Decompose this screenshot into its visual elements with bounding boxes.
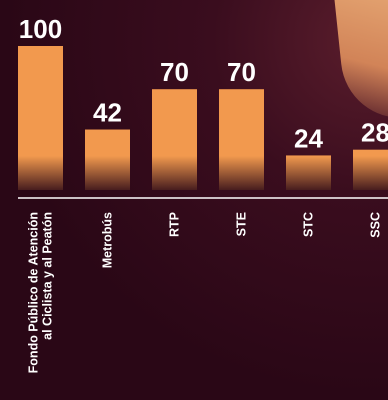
bar-shade-0 xyxy=(18,156,63,190)
bar-shade-3 xyxy=(219,156,264,190)
bar-shade-4 xyxy=(286,156,331,190)
category-label-line: SSC xyxy=(369,212,383,238)
bar-shade-2 xyxy=(152,156,197,190)
category-label-0: Fondo Público de Atenciónal Ciclista y a… xyxy=(27,212,55,373)
value-label-1: 42 xyxy=(93,98,122,128)
category-label-line: STE xyxy=(235,212,249,236)
value-label-0: 100 xyxy=(19,14,62,44)
bar-shade-5 xyxy=(353,156,388,190)
category-label-line: Fondo Público de Atención xyxy=(27,212,41,373)
bar-shade-1 xyxy=(85,156,130,190)
value-label-4: 24 xyxy=(294,123,323,153)
value-label-2: 70 xyxy=(160,57,189,87)
category-label-line: Metrobús xyxy=(101,212,115,268)
category-label-5: SSC xyxy=(369,212,383,238)
value-label-3: 70 xyxy=(227,57,256,87)
category-label-line: RTP xyxy=(168,212,182,237)
category-label-line: STC xyxy=(302,212,316,237)
value-label-5: 28 xyxy=(361,118,388,148)
category-label-1: Metrobús xyxy=(101,212,115,268)
category-label-line: al Ciclista y al Peatón xyxy=(41,212,55,340)
category-label-2: RTP xyxy=(168,212,182,237)
category-label-4: STC xyxy=(302,212,316,237)
category-label-3: STE xyxy=(235,212,249,236)
